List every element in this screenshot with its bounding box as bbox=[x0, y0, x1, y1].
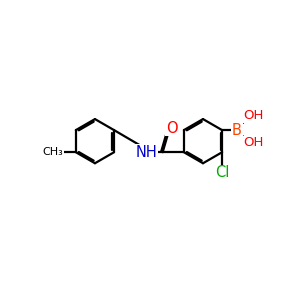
Text: OH: OH bbox=[243, 136, 263, 149]
Text: Cl: Cl bbox=[215, 165, 229, 180]
Text: CH₃: CH₃ bbox=[43, 147, 63, 157]
Text: NH: NH bbox=[136, 145, 158, 160]
Text: O: O bbox=[166, 121, 177, 136]
Text: OH: OH bbox=[243, 109, 263, 122]
Text: B: B bbox=[232, 123, 242, 138]
